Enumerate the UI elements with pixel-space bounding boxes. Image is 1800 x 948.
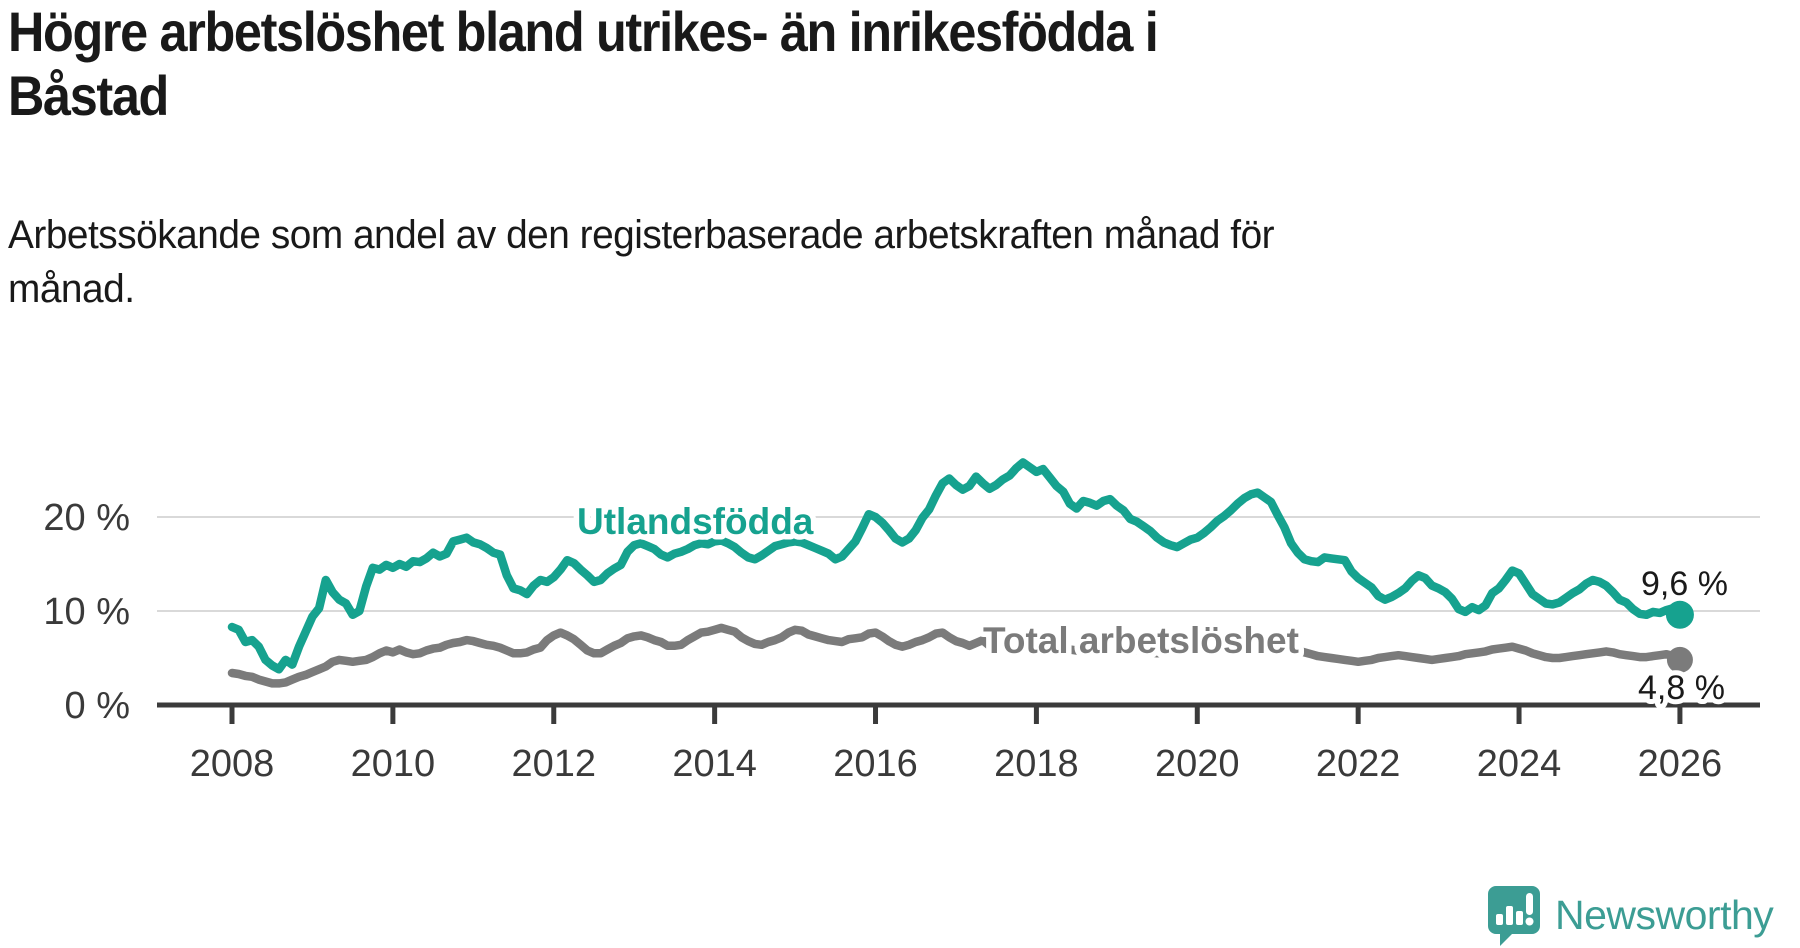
x-tick-label-2008: 2008	[190, 743, 275, 785]
x-tick-label-2022: 2022	[1316, 743, 1401, 785]
y-tick-label-0: 0 %	[65, 685, 130, 727]
end-value-label-utlandsfodda: 9,6 %	[1641, 565, 1728, 603]
y-axis-labels: 20 % 10 % 0 %	[43, 497, 130, 727]
x-tick-label-2016: 2016	[833, 743, 918, 785]
x-tick-label-2014: 2014	[672, 743, 757, 785]
y-tick-label-20: 20 %	[43, 497, 130, 539]
chart-annotations: Utlandsfödda Total arbetslöshet 9,6 % 4,…	[572, 496, 1733, 713]
line-total	[227, 623, 1685, 688]
newsworthy-logo: Newsworthy	[1486, 884, 1774, 948]
x-tick-label-2020: 2020	[1155, 743, 1240, 785]
series-label-utlandsfodda: Utlandsfödda	[577, 501, 814, 542]
x-axis: 2008 2010 2012 2014 2016 2018 2020 2022 2024 2026	[157, 702, 1760, 785]
newsworthy-wordmark: Newsworthy	[1555, 892, 1774, 938]
page-subtitle: Arbetssökande som andel av den registerb…	[8, 213, 1275, 311]
y-tick-label-10: 10 %	[43, 591, 130, 633]
gridlines	[157, 516, 1760, 612]
x-tick-label-2010: 2010	[351, 743, 436, 785]
series-label-total: Total arbetslöshet	[983, 620, 1299, 661]
page-title: Högre arbetslöshet bland utrikes- än inr…	[8, 0, 1159, 127]
x-tick-label-2024: 2024	[1477, 743, 1562, 785]
data-series	[227, 458, 1694, 688]
x-tick-label-2012: 2012	[511, 743, 596, 785]
x-tick-label-2018: 2018	[994, 743, 1079, 785]
x-tick-label-2026: 2026	[1638, 743, 1723, 785]
newsworthy-icon	[1488, 886, 1540, 946]
end-dot-total	[1666, 646, 1693, 673]
line-utlandsfodda	[227, 458, 1685, 674]
end-dot-utlandsfodda	[1665, 600, 1694, 629]
end-value-label-total: 4,8 %	[1638, 669, 1725, 707]
